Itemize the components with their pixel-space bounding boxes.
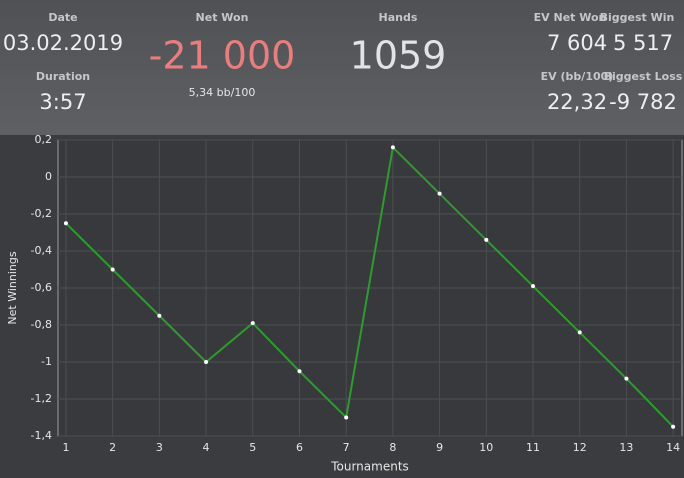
- stat-value: 5 517: [613, 31, 673, 55]
- stat-sub: 5,34 bb/100: [189, 86, 256, 99]
- x-tick-label: 3: [156, 441, 163, 454]
- y-tick-label: -0,4: [31, 244, 52, 257]
- x-tick-label: 6: [296, 441, 303, 454]
- net-won-value: -21 000: [149, 34, 296, 78]
- data-point: [437, 191, 442, 196]
- x-tick-label: 11: [526, 441, 540, 454]
- x-tick-label: 8: [389, 441, 396, 454]
- data-point: [624, 376, 629, 381]
- x-tick-label: 13: [619, 441, 633, 454]
- data-point: [157, 313, 162, 318]
- stat-value: 22,32: [547, 90, 607, 114]
- x-tick-label: 10: [479, 441, 493, 454]
- y-tick-label: 0: [45, 170, 52, 183]
- stat-label: EV (bb/100): [541, 70, 614, 83]
- y-tick-label: -1,4: [31, 429, 52, 442]
- x-tick-label: 4: [203, 441, 210, 454]
- x-tick-label: 9: [436, 441, 443, 454]
- x-axis-label: Tournaments: [330, 460, 409, 474]
- data-point: [297, 369, 302, 374]
- x-tick-label: 2: [109, 441, 116, 454]
- y-tick-label: -0,2: [31, 207, 52, 220]
- y-tick-label: -0,6: [31, 281, 52, 294]
- data-point: [531, 284, 536, 289]
- data-point: [344, 415, 349, 420]
- y-tick-label: -1: [41, 355, 52, 368]
- data-point: [671, 424, 676, 429]
- stat-value: 03.02.2019: [3, 31, 123, 55]
- y-tick-label: 0,2: [35, 133, 53, 146]
- data-point: [204, 360, 209, 364]
- stat-label: Net Won: [196, 11, 249, 24]
- data-point: [390, 145, 395, 150]
- y-tick-label: -1,2: [31, 392, 52, 405]
- stat-label: Hands: [379, 11, 418, 24]
- stat-label: Biggest Win: [600, 11, 675, 24]
- stat-value: -9 782: [609, 90, 677, 114]
- data-point: [484, 237, 489, 242]
- data-point: [63, 221, 68, 226]
- x-tick-label: 7: [343, 441, 350, 454]
- y-axis-label: Net Winnings: [6, 251, 19, 324]
- series-line: [65, 145, 674, 428]
- stat-label: Biggest Loss: [604, 70, 683, 83]
- stat-label: Date: [48, 11, 77, 24]
- header-panel: [0, 0, 684, 135]
- stat-value: 7 604: [547, 31, 607, 55]
- x-tick-label: 14: [666, 441, 680, 454]
- y-tick-label: -0,8: [31, 318, 52, 331]
- data-point: [250, 321, 255, 326]
- x-tick-label: 1: [62, 441, 69, 454]
- data-point: [110, 267, 115, 272]
- stat-label: Duration: [36, 70, 90, 83]
- x-tick-label: 5: [249, 441, 256, 454]
- stat-value: 3:57: [39, 90, 86, 114]
- hands-value: 1059: [350, 34, 447, 78]
- stat-label: EV Net Won: [534, 11, 607, 24]
- x-tick-label: 12: [573, 441, 587, 454]
- data-point: [577, 330, 582, 335]
